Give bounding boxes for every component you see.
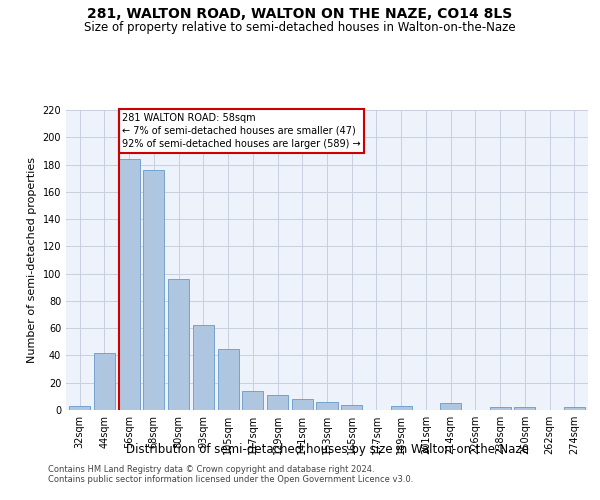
Bar (267, 395, 288, 410)
Bar (514, 408, 535, 410)
Bar (341, 404, 362, 410)
Bar (292, 399, 313, 410)
Bar (564, 408, 585, 410)
Bar (143, 170, 164, 410)
Bar (218, 348, 239, 410)
Text: 281, WALTON ROAD, WALTON ON THE NAZE, CO14 8LS: 281, WALTON ROAD, WALTON ON THE NAZE, CO… (88, 8, 512, 22)
Text: Size of property relative to semi-detached houses in Walton-on-the-Naze: Size of property relative to semi-detach… (84, 21, 516, 34)
Bar (440, 403, 461, 410)
Bar (119, 159, 140, 410)
Bar (490, 408, 511, 410)
Bar (69, 406, 90, 410)
Bar (193, 326, 214, 410)
Text: Contains public sector information licensed under the Open Government Licence v3: Contains public sector information licen… (48, 476, 413, 484)
Bar (94, 352, 115, 410)
Text: 281 WALTON ROAD: 58sqm
← 7% of semi-detached houses are smaller (47)
92% of semi: 281 WALTON ROAD: 58sqm ← 7% of semi-deta… (122, 112, 361, 149)
Bar (242, 391, 263, 410)
Text: Contains HM Land Registry data © Crown copyright and database right 2024.: Contains HM Land Registry data © Crown c… (48, 466, 374, 474)
Bar (391, 406, 412, 410)
Y-axis label: Number of semi-detached properties: Number of semi-detached properties (27, 157, 37, 363)
Bar (316, 402, 338, 410)
Bar (168, 279, 189, 410)
Text: Distribution of semi-detached houses by size in Walton-on-the-Naze: Distribution of semi-detached houses by … (125, 442, 529, 456)
